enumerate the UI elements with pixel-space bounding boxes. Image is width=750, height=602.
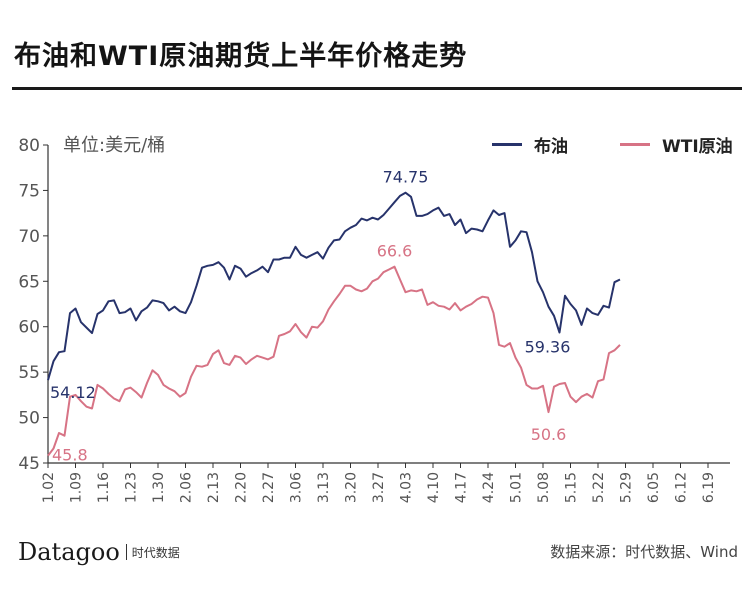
- y-tick-label: 45: [18, 454, 40, 474]
- x-tick-label: 1.02: [41, 472, 57, 503]
- x-tick-label: 2.06: [179, 472, 195, 503]
- x-tick-label: 5.01: [509, 472, 525, 503]
- data-label: 74.75: [383, 168, 429, 187]
- chart-title: 布油和WTI原油期货上半年价格走势: [14, 41, 468, 72]
- y-tick-label: 60: [18, 318, 40, 338]
- x-tick-label: 3.20: [344, 472, 360, 503]
- x-tick-label: 6.12: [674, 472, 690, 503]
- source-note: 数据来源：时代数据、Wind: [550, 543, 738, 561]
- y-tick-label: 75: [18, 181, 40, 201]
- x-tick-label: 1.16: [96, 472, 112, 503]
- x-tick-label: 1.30: [151, 472, 167, 503]
- series-line-wti: [47, 265, 621, 457]
- x-tick-label: 2.20: [234, 472, 250, 503]
- x-tick-label: 5.08: [536, 472, 552, 503]
- x-tick-label: 3.27: [371, 472, 387, 503]
- y-tick-label: 55: [18, 363, 40, 383]
- data-label: 59.36: [525, 338, 571, 357]
- x-tick-label: 4.17: [454, 472, 470, 503]
- logo-subtext: 时代数据: [131, 545, 180, 560]
- y-tick-label: 50: [18, 409, 40, 429]
- data-label: 45.8: [52, 446, 88, 465]
- logo-separator: [125, 544, 127, 560]
- x-tick-label: 1.09: [69, 472, 85, 503]
- legend-item-wti: WTI原油: [620, 132, 733, 157]
- x-tick-label: 5.29: [619, 472, 635, 503]
- y-tick-label: 70: [18, 227, 40, 247]
- x-tick-label: 2.13: [206, 472, 222, 503]
- x-tick-label: 6.19: [701, 472, 717, 503]
- y-tick-label: 80: [18, 136, 40, 156]
- x-tick-label: 4.24: [481, 472, 497, 503]
- x-tick-label: 4.03: [399, 472, 415, 503]
- brand-logo: Datagoo 时代数据: [18, 538, 180, 566]
- y-tick-label: 65: [18, 272, 40, 292]
- x-tick-label: 3.13: [316, 472, 332, 503]
- x-tick-label: 3.06: [289, 472, 305, 503]
- legend-swatch-brent: [492, 143, 522, 146]
- x-tick-label: 2.27: [261, 472, 277, 503]
- x-tick-label: 1.23: [124, 472, 140, 503]
- data-label: 54.12: [50, 383, 96, 402]
- data-label: 66.6: [377, 242, 413, 261]
- legend-item-brent: 布油: [492, 132, 568, 157]
- x-tick-label: 5.15: [564, 472, 580, 503]
- logo-wordmark: Datagoo: [18, 538, 120, 566]
- legend-swatch-wti: [620, 143, 650, 146]
- x-tick-label: 5.22: [591, 472, 607, 503]
- x-tick-label: 6.05: [646, 472, 662, 503]
- data-label: 50.6: [531, 425, 567, 444]
- chart-card: [3, 4, 745, 596]
- x-tick-label: 4.10: [426, 472, 442, 503]
- unit-label: 单位:美元/桶: [63, 135, 166, 156]
- series-line-brent: [47, 191, 621, 381]
- legend-label-brent: 布油: [534, 137, 568, 157]
- legend-label-wti: WTI原油: [662, 137, 733, 157]
- title-divider: [12, 87, 742, 90]
